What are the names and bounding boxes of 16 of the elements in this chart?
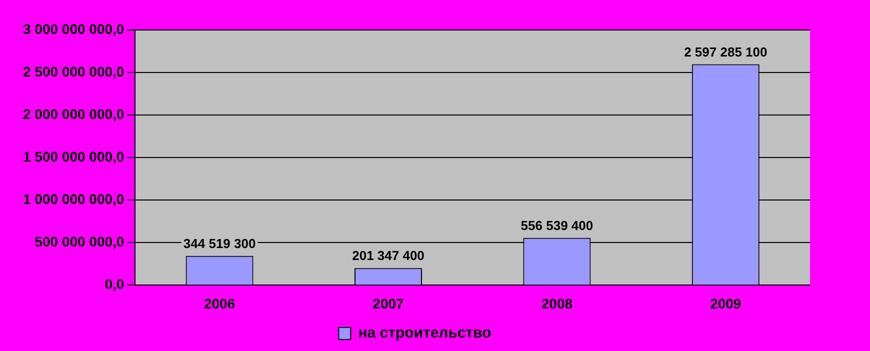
y-tick-label: 500 000 000,0 [34,234,124,250]
x-tick-label: 2007 [372,295,404,312]
x-tick-label: 2006 [204,295,236,312]
data-label: 344 519 300 [183,236,256,251]
legend-label: на строительство [358,324,492,342]
y-tick-label: 0,0 [104,276,124,292]
x-tick-label: 2009 [710,295,742,312]
y-tick-label: 3 000 000 000,0 [22,20,124,37]
data-label: 2 597 285 100 [684,44,768,60]
y-tick-label: 2 000 000 000,0 [22,106,124,122]
data-label: 556 539 400 [520,218,594,233]
y-tick-label: 1 500 000 000,0 [22,148,124,164]
y-tick-label: 2 500 000 000,0 [22,63,124,80]
y-tick-label: 1 000 000 000,0 [22,190,124,207]
data-label: 201 347 400 [352,248,424,264]
x-tick-label: 2008 [541,295,573,312]
